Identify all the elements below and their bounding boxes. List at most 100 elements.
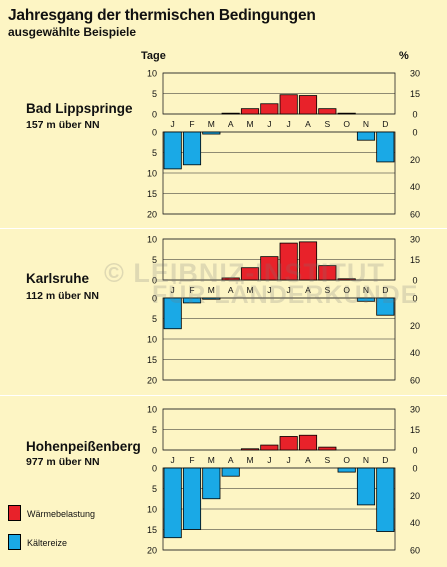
month-tick-label: J [267,119,271,129]
station-name: Karlsruhe [26,271,90,286]
left-tick-label: 0 [152,128,157,138]
warm-bar [318,108,337,115]
warm-bar [260,256,279,281]
left-tick-label: 0 [152,446,157,456]
left-tick-label: 5 [152,255,157,265]
month-tick-label: D [382,119,388,129]
left-tick-label: 10 [147,69,157,79]
cold-bar [163,297,182,330]
month-tick-label: D [382,285,388,295]
cold-bar [356,131,376,141]
cold-bar [182,297,202,304]
month-tick-label: J [287,119,291,129]
left-tick-label: 15 [147,355,157,365]
right-tick-label: 60 [410,210,420,220]
warm-bar [240,108,260,115]
month-tick-label: S [324,285,330,295]
warm-bar [279,242,298,281]
month-tick-label: N [363,119,369,129]
left-tick-label: 15 [147,525,157,535]
month-tick-label: A [305,119,311,129]
station-name: Hohenpeißenberg [26,439,141,454]
left-tick-label: 10 [147,405,157,415]
warm-bar [260,103,279,115]
left-tick-label: 5 [152,148,157,158]
month-tick-label: A [305,455,311,465]
station-elevation: 157 m über NN [26,119,100,131]
warm-bar [337,112,356,115]
warm-bar [318,265,337,281]
month-tick-label: J [287,455,291,465]
right-tick-label: 0 [412,128,417,138]
month-tick-label: J [171,119,175,129]
right-tick-label: 15 [410,255,420,265]
warm-bar [298,434,318,451]
right-tick-label: 40 [410,182,420,192]
month-tick-label: M [246,285,253,295]
month-tick-label: M [246,455,253,465]
warm-bar [279,436,298,451]
right-tick-label: 0 [412,294,417,304]
right-tick-label: 15 [410,425,420,435]
warm-bar [337,278,356,281]
right-tick-label: 0 [412,110,417,120]
month-tick-label: F [189,285,194,295]
left-tick-label: 20 [147,210,157,220]
warm-bar [298,241,318,281]
left-tick-label: 15 [147,189,157,199]
left-tick-label: 5 [152,425,157,435]
warm-bar [240,267,260,281]
right-tick-label: 20 [410,321,420,331]
warm-bar [318,446,337,451]
cold-bar [356,297,376,302]
warm-bar [221,277,240,281]
month-tick-label: J [171,455,175,465]
month-tick-label: O [343,285,350,295]
month-tick-label: N [363,455,369,465]
warm-bar [260,444,279,451]
month-tick-label: M [208,455,215,465]
legend-swatch-cold [8,534,21,550]
month-tick-label: O [343,119,350,129]
legend-label-cold: Kältereize [27,538,68,548]
cold-bar [202,131,221,135]
left-tick-label: 0 [152,276,157,286]
right-tick-label: 60 [410,376,420,386]
cold-bar [376,467,395,532]
cold-bar [182,467,202,530]
cold-bar [202,297,221,300]
month-tick-label: A [228,455,234,465]
left-tick-label: 0 [152,294,157,304]
cold-bar [376,131,395,163]
cold-bar [163,467,182,539]
left-tick-label: 0 [152,464,157,474]
right-axis-unit: % [399,50,409,62]
station-elevation: 112 m über NN [26,290,99,302]
cold-bar [376,297,395,316]
month-tick-label: O [343,455,350,465]
month-tick-label: S [324,119,330,129]
left-tick-label: 10 [147,335,157,345]
right-tick-label: 0 [412,276,417,286]
month-tick-label: J [171,285,175,295]
legend-swatch-warm [8,505,21,521]
right-tick-label: 0 [412,464,417,474]
left-tick-label: 20 [147,376,157,386]
month-tick-label: M [246,119,253,129]
cold-bar [337,467,356,473]
station-name: Bad Lippspringe [26,101,133,116]
left-tick-label: 10 [147,235,157,245]
month-tick-label: S [324,455,330,465]
right-tick-label: 15 [410,89,420,99]
left-axis-unit: Tage [141,50,166,62]
month-tick-label: N [363,285,369,295]
left-tick-label: 0 [152,110,157,120]
cold-bar [182,131,202,166]
month-tick-label: F [189,119,194,129]
left-tick-label: 10 [147,505,157,515]
left-tick-label: 5 [152,89,157,99]
warm-bar [240,448,260,451]
cold-bar [221,467,240,477]
month-tick-label: M [208,285,215,295]
